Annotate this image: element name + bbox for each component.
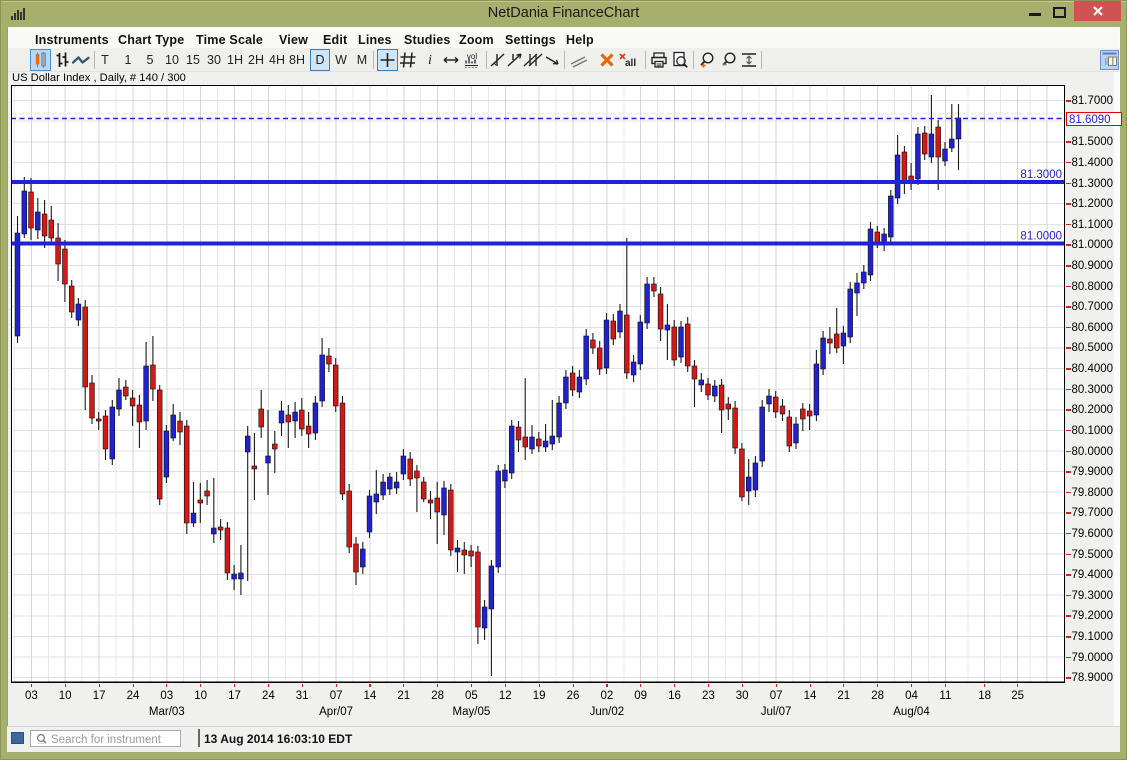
svg-text:all: all [625,58,636,69]
svg-text:vol: vol [467,52,477,61]
svg-text:81.3000: 81.3000 [1020,169,1062,181]
svg-text:81.0000: 81.0000 [1020,231,1062,243]
